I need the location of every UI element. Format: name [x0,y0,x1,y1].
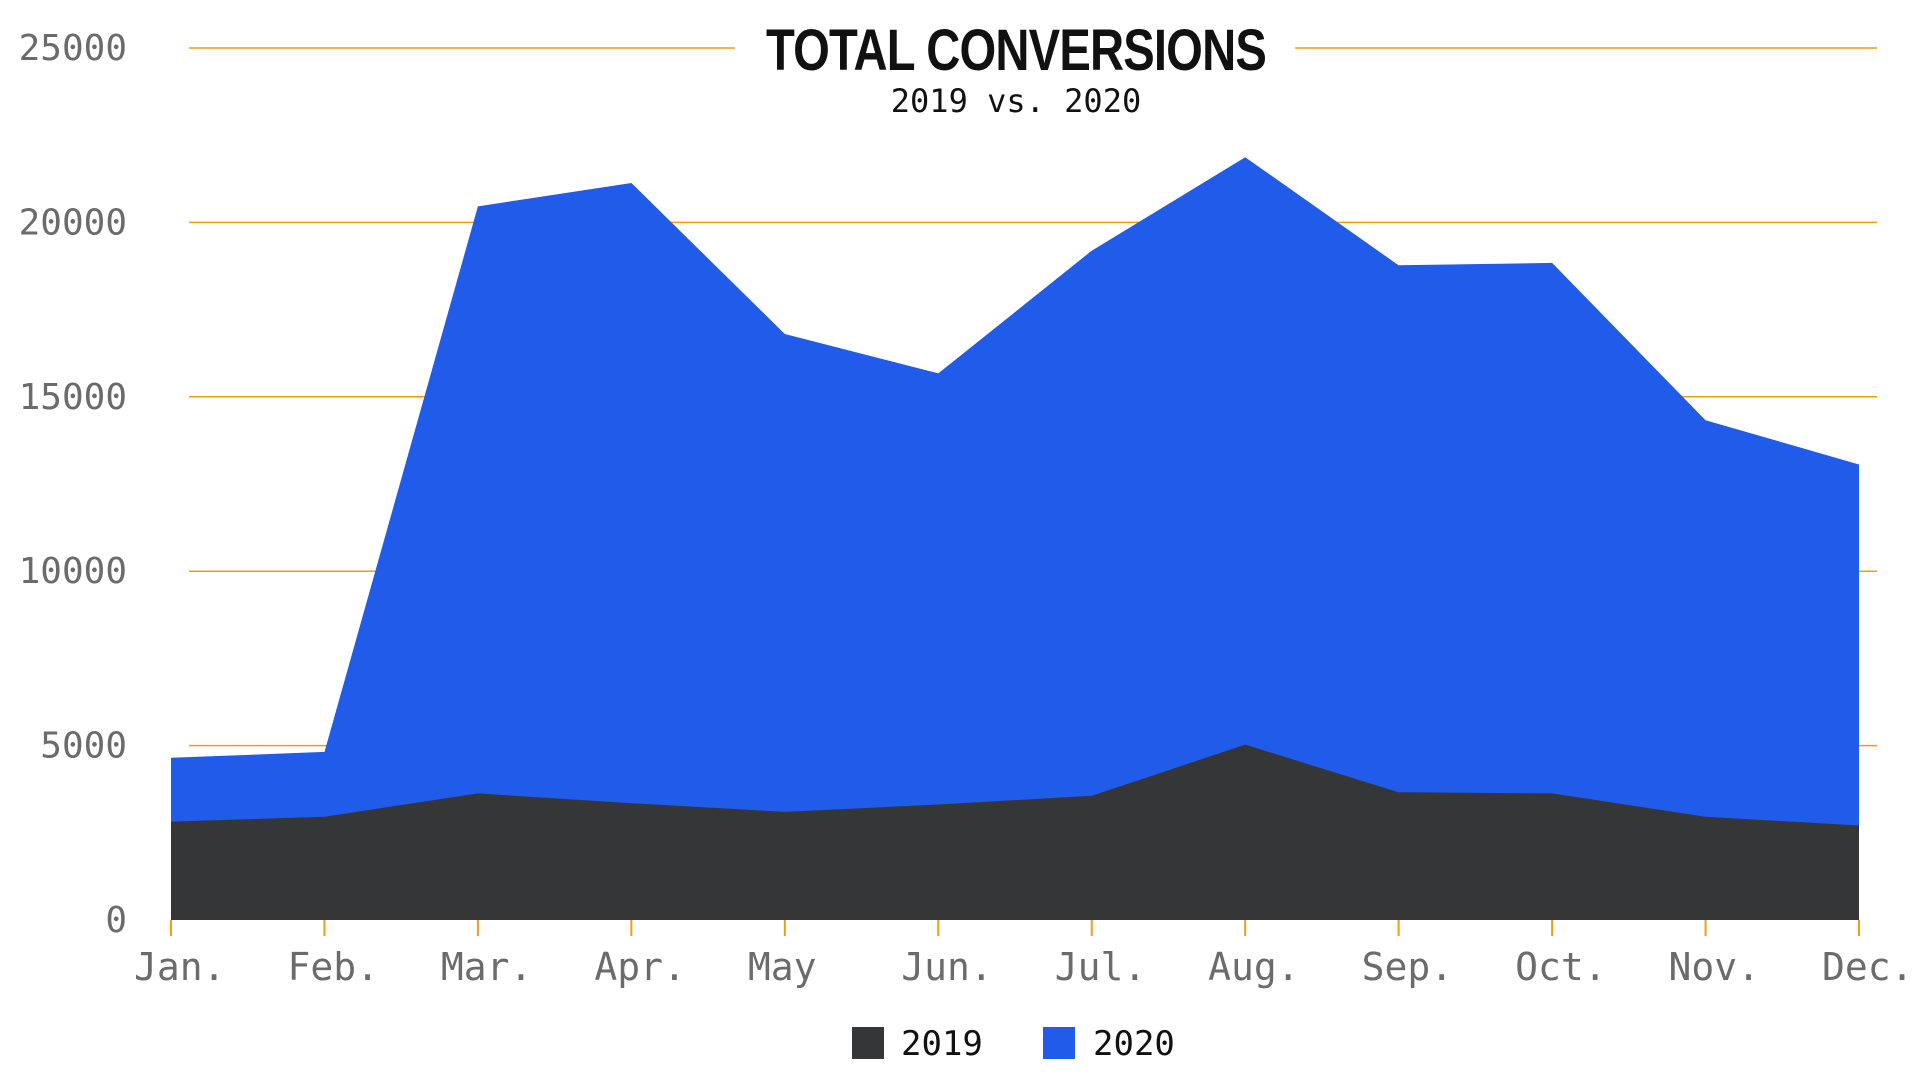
legend-label-2019: 2019 [901,1024,983,1064]
x-tick-label: Jul. [1055,945,1147,989]
area-series-2020 [171,157,1859,920]
x-tick-label: Feb. [287,945,379,989]
y-tick-label: 0 [105,900,127,941]
x-tick-label: Sep. [1362,945,1454,989]
legend: 2019 2020 [852,1024,1175,1064]
chart-title: TOTAL CONVERSIONS [766,18,1266,83]
legend-swatch-2020 [1043,1027,1075,1059]
x-tick-label: Dec. [1822,945,1914,989]
y-tick-label: 10000 [19,551,127,592]
y-tick-label: 20000 [19,202,127,243]
y-tick-label: 5000 [40,726,127,767]
title-background [735,18,1295,128]
legend-swatch-2019 [852,1027,884,1059]
y-axis: 0 5000 10000 15000 20000 25000 [19,28,127,941]
x-axis: Jan. Feb. Mar. Apr. May Jun. Jul. Aug. Sep. Oct. N… [134,920,1914,989]
areas [171,157,1859,920]
x-tick-label: Nov. [1669,945,1761,989]
x-tick-label: Oct. [1515,945,1607,989]
x-tick-label: Jan. [134,945,226,989]
x-tick-label: May [748,945,817,989]
x-tick-label: Mar. [441,945,533,989]
x-tick-label: Jun. [901,945,993,989]
chart-subtitle: 2019 vs. 2020 [891,82,1141,120]
x-tick-label: Apr. [594,945,686,989]
y-tick-label: 25000 [19,28,127,69]
area-series-2019 [171,744,1859,920]
legend-label-2020: 2020 [1093,1024,1175,1064]
y-tick-label: 15000 [19,377,127,418]
x-tick-label: Aug. [1208,945,1300,989]
